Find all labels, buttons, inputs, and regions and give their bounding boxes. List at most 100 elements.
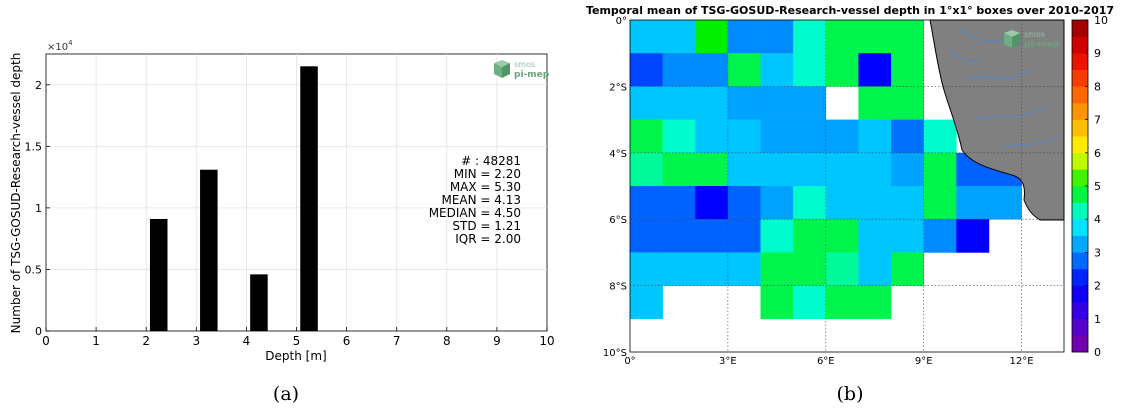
grid-cell (793, 252, 827, 286)
colorbar-segment (1072, 235, 1088, 253)
grid-cell (858, 53, 892, 87)
map-logo-mark-right (1012, 33, 1020, 48)
grid-cell (760, 20, 794, 54)
logo-mark-top (494, 60, 510, 67)
panel-label-a: (a) (273, 383, 299, 405)
river-2 (964, 69, 1031, 81)
colorbar-label: 2 (1094, 280, 1101, 293)
x-tick-label: 8 (443, 334, 451, 348)
grid-cell (923, 119, 957, 154)
grid-cell (760, 219, 794, 253)
colorbar-segment (1072, 335, 1088, 353)
histogram-bar (200, 169, 218, 331)
grid-cell (825, 219, 859, 253)
histogram-bar (300, 66, 318, 332)
logo-mark-right (502, 63, 510, 78)
grid-cell (695, 86, 729, 120)
longitude-label: 6°E (817, 356, 835, 367)
grid-cell (695, 219, 729, 253)
colorbar-segment (1072, 20, 1088, 37)
grid-cell (760, 152, 794, 187)
grid-cell (662, 219, 696, 253)
grid-cell (793, 119, 827, 154)
y-axis-label: Number of TSG-GOSUD-Research-vessel dept… (9, 53, 23, 334)
heatmap-cells (630, 20, 1022, 320)
grid-cell (630, 252, 663, 286)
histogram-bar (149, 218, 168, 331)
colorbar-label: 6 (1094, 147, 1101, 160)
grid-cell (891, 20, 924, 54)
grid-cell (662, 20, 696, 54)
grid-cell (825, 53, 859, 87)
colorbar-label: 3 (1094, 246, 1101, 259)
x-tick-label: 3 (192, 334, 200, 348)
grid-cell (760, 53, 794, 87)
grid-cell (825, 285, 859, 320)
grid-cell (727, 86, 761, 120)
colorbar-segment (1072, 302, 1088, 320)
longitude-label: 9°E (915, 356, 933, 367)
colorbar-segment (1072, 202, 1088, 220)
histogram-grid (46, 54, 547, 331)
x-tick-label: 0 (42, 334, 50, 348)
grid-cell (630, 20, 663, 54)
colorbar-segment (1072, 269, 1088, 286)
grid-cell (956, 219, 990, 253)
grid-cell (891, 186, 924, 220)
grid-cell (793, 86, 827, 120)
grid-cell (695, 152, 729, 187)
grid-cell (630, 285, 663, 320)
grid-cell (858, 119, 892, 154)
colorbar-segment (1072, 186, 1088, 203)
map-logo-text-pimep: pi-mep (1024, 40, 1060, 50)
grid-cell (825, 119, 859, 154)
map-graticule (630, 20, 1064, 352)
colorbar-label: 10 (1094, 14, 1108, 27)
panel-label-b: (b) (837, 383, 864, 405)
grid-cell (858, 252, 892, 286)
grid-cell (760, 119, 794, 154)
x-tick-label: 4 (243, 334, 251, 348)
latitude-label: 0° (616, 16, 627, 27)
grid-cell (923, 219, 957, 253)
map-logo-mark-top (1004, 30, 1020, 37)
colorbar-segment (1072, 219, 1088, 237)
colorbar-segment (1072, 69, 1088, 87)
grid-cell (793, 219, 827, 253)
grid-cell (793, 285, 827, 320)
grid-cell (695, 186, 729, 220)
river-4 (999, 134, 1061, 151)
grid-cell (630, 152, 663, 187)
grid-cell (695, 20, 729, 54)
grid-cell (793, 53, 827, 87)
statistic-line: MEAN = 4.13 (441, 193, 521, 207)
grid-cell (630, 186, 663, 220)
colorbar-label: 5 (1094, 180, 1101, 193)
grid-cell (695, 119, 729, 154)
histogram-bar (250, 274, 268, 331)
logo-mark-left (494, 63, 502, 78)
y-tick-label: 0 (35, 325, 42, 338)
rivers (949, 29, 1061, 151)
grid-cell (793, 152, 827, 187)
colorbar-segment (1072, 53, 1088, 71)
grid-cell (695, 53, 729, 87)
grid-cell (858, 152, 892, 187)
map-longitude-labels: 0° 3°E 6°E 9°E 12°E (624, 356, 1033, 367)
x-tick-label: 7 (393, 334, 401, 348)
colorbar: 0 1 2 3 4 5 6 7 8 9 10 (1071, 14, 1108, 359)
grid-cell (858, 285, 892, 320)
longitude-label: 12°E (1010, 356, 1034, 367)
colorbar-label: 9 (1094, 47, 1101, 60)
grid-cell (695, 252, 729, 286)
grid-cell (760, 252, 794, 286)
land-mass (929, 19, 1065, 221)
grid-cell (891, 119, 924, 154)
colorbar-label: 1 (1094, 313, 1101, 326)
statistic-line: # : 48281 (461, 154, 521, 168)
grid-cell (662, 152, 696, 187)
land-polygon (929, 19, 1065, 221)
statistic-line: MIN = 2.20 (454, 167, 521, 181)
colorbar-segment (1072, 103, 1088, 120)
